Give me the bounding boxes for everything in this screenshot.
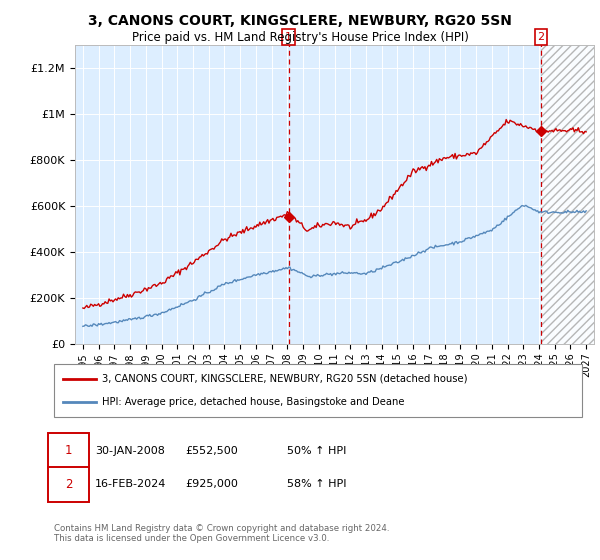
Text: £552,500: £552,500	[185, 446, 238, 456]
Text: HPI: Average price, detached house, Basingstoke and Deane: HPI: Average price, detached house, Basi…	[102, 397, 404, 407]
Text: 58% ↑ HPI: 58% ↑ HPI	[287, 479, 346, 489]
Bar	[541, 45, 594, 344]
Text: 3, CANONS COURT, KINGSCLERE, NEWBURY, RG20 5SN: 3, CANONS COURT, KINGSCLERE, NEWBURY, RG…	[88, 14, 512, 28]
Text: £925,000: £925,000	[185, 479, 238, 489]
Text: 2: 2	[65, 478, 72, 491]
Text: 2: 2	[537, 32, 544, 42]
Text: 16-FEB-2024: 16-FEB-2024	[95, 479, 166, 489]
Text: 3, CANONS COURT, KINGSCLERE, NEWBURY, RG20 5SN (detached house): 3, CANONS COURT, KINGSCLERE, NEWBURY, RG…	[102, 374, 467, 384]
Text: 1: 1	[65, 444, 72, 458]
Text: 50% ↑ HPI: 50% ↑ HPI	[287, 446, 346, 456]
Text: Price paid vs. HM Land Registry's House Price Index (HPI): Price paid vs. HM Land Registry's House …	[131, 31, 469, 44]
Text: 30-JAN-2008: 30-JAN-2008	[95, 446, 164, 456]
Text: 1: 1	[285, 32, 292, 42]
Text: Contains HM Land Registry data © Crown copyright and database right 2024.
This d: Contains HM Land Registry data © Crown c…	[54, 524, 389, 543]
